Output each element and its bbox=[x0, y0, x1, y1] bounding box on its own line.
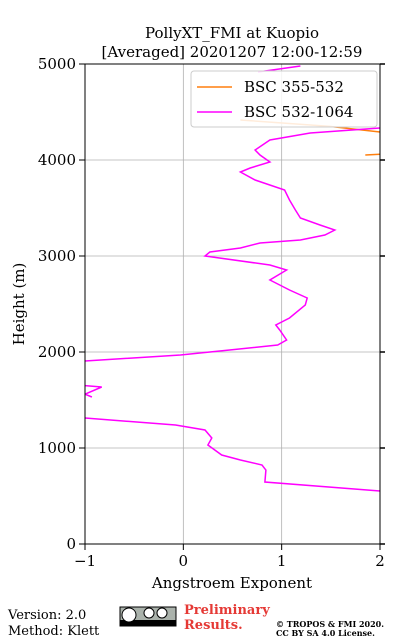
method-text: Method: Klett bbox=[8, 624, 100, 639]
chart-subtitle: [Averaged] 20201207 12:00-12:59 bbox=[102, 43, 363, 61]
chart-title: PollyXT_FMI at Kuopio bbox=[145, 24, 319, 42]
results-text: Results. bbox=[184, 618, 243, 633]
y-tick-label: 0 bbox=[66, 535, 76, 553]
cc-logo bbox=[119, 606, 177, 627]
x-tick-label: 0 bbox=[179, 552, 189, 570]
legend-box bbox=[190, 70, 378, 128]
profile-line bbox=[85, 65, 380, 492]
x-tick-label: 1 bbox=[277, 552, 287, 570]
license-text: CC BY SA 4.0 License. bbox=[276, 628, 375, 638]
y-tick-label: 3000 bbox=[38, 247, 76, 265]
legend-label: BSC 532-1064 bbox=[244, 103, 353, 121]
preliminary-text: Preliminary bbox=[184, 603, 270, 618]
lines bbox=[85, 65, 380, 492]
x-tick-label: 2 bbox=[375, 552, 385, 570]
version-text: Version: 2.0 bbox=[7, 608, 86, 623]
copyright-text: © TROPOS & FMI 2020. bbox=[276, 619, 384, 629]
plot-frame bbox=[84, 63, 381, 545]
legend-label: BSC 355-532 bbox=[244, 78, 344, 96]
legend: BSC 355-532 BSC 532-1064 bbox=[197, 78, 353, 121]
y-tick-label: 2000 bbox=[38, 343, 76, 361]
y-tick-label: 4000 bbox=[38, 151, 76, 169]
y-axis-label: Height (m) bbox=[10, 263, 28, 346]
y-tick-label: 5000 bbox=[38, 55, 76, 73]
grid bbox=[84, 63, 381, 545]
x-tick-label: −1 bbox=[74, 552, 96, 570]
y-tick-label: 1000 bbox=[38, 439, 76, 457]
x-axis-label: Angstroem Exponent bbox=[151, 574, 312, 592]
